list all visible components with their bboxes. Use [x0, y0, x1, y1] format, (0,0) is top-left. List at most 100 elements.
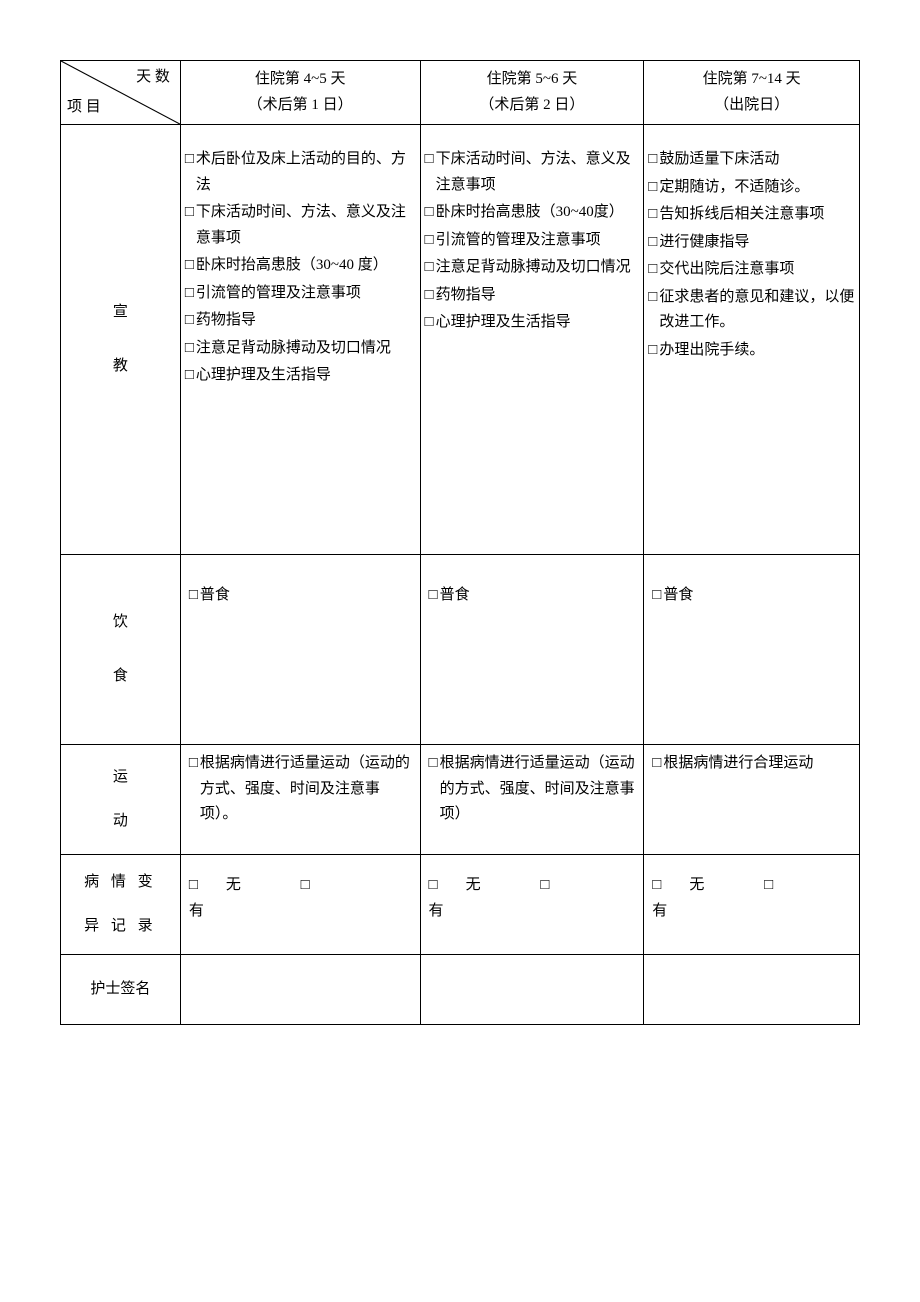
- checkbox-icon: □: [425, 255, 434, 281]
- check-text: 定期随访，不适随诊。: [659, 175, 855, 201]
- checkbox-icon: □: [189, 583, 198, 609]
- label-part: 动: [113, 809, 128, 835]
- check-item: □心理护理及生活指导: [425, 310, 640, 336]
- check-text: 药物指导: [196, 308, 416, 334]
- check-text: 药物指导: [436, 283, 640, 309]
- option-text: 有: [429, 903, 444, 919]
- day-title: 住院第 5~6 天: [429, 67, 636, 93]
- variance-day2: □无 □ 有: [420, 855, 644, 955]
- check-text: 引流管的管理及注意事项: [436, 228, 640, 254]
- exercise-day3: □根据病情进行合理运动: [644, 745, 860, 855]
- checkbox-icon: □: [429, 751, 438, 777]
- variance-day1: □无 □ 有: [180, 855, 420, 955]
- row-education: 宣 教 □术后卧位及床上活动的目的、方法 □下床活动时间、方法、意义及注意事项 …: [61, 125, 860, 555]
- check-text: 鼓励适量下床活动: [659, 147, 855, 173]
- day-sub: （出院日）: [652, 93, 851, 119]
- label-part: 宣: [113, 300, 128, 326]
- variance-day3: □无 □ 有: [644, 855, 860, 955]
- checkbox-icon: □: [185, 281, 194, 307]
- check-item: □卧床时抬高患肢（30~40 度）: [185, 253, 416, 279]
- check-item: □下床活动时间、方法、意义及注意事项: [185, 200, 416, 251]
- check-item: □药物指导: [185, 308, 416, 334]
- check-item: □交代出院后注意事项: [648, 257, 855, 283]
- checkbox-icon: □: [185, 336, 194, 362]
- check-item: □普食: [429, 583, 636, 609]
- exercise-day1: □根据病情进行适量运动（运动的方式、强度、时间及注意事项）。: [180, 745, 420, 855]
- checkbox-icon: □: [185, 308, 194, 334]
- check-item: □药物指导: [425, 283, 640, 309]
- row-variance: 病 情 变 异 记 录 □无 □ 有 □无 □有 □无 □有: [61, 855, 860, 955]
- check-item: □注意足背动脉搏动及切口情况: [425, 255, 640, 281]
- checkbox-icon: □: [648, 257, 657, 283]
- checkbox-icon: □: [648, 230, 657, 256]
- signature-day3: [644, 955, 860, 1025]
- option-text: 有: [652, 903, 667, 919]
- option-none: □无: [429, 877, 509, 893]
- row-label-education: 宣 教: [61, 125, 181, 555]
- checkbox-icon: □: [648, 285, 657, 311]
- checkbox-icon: □: [301, 877, 310, 893]
- check-item: □定期随访，不适随诊。: [648, 175, 855, 201]
- check-text: 注意足背动脉搏动及切口情况: [196, 336, 416, 362]
- checkbox-icon: □: [185, 363, 194, 389]
- checkbox-icon: □: [648, 202, 657, 228]
- checkbox-icon: □: [185, 200, 194, 226]
- check-text: 办理出院手续。: [659, 338, 855, 364]
- label-part: 运: [113, 765, 128, 791]
- check-item: □普食: [652, 583, 851, 609]
- option-none: □无: [652, 877, 732, 893]
- option-text: 无: [466, 877, 481, 893]
- check-item: □根据病情进行适量运动（运动的方式、强度、时间及注意事项）: [429, 751, 636, 828]
- checkbox-icon: □: [652, 583, 661, 609]
- day-sub: （术后第 2 日）: [429, 93, 636, 119]
- checkbox-icon: □: [425, 310, 434, 336]
- check-text: 卧床时抬高患肢（30~40 度）: [196, 253, 416, 279]
- checkbox-icon: □: [189, 751, 198, 777]
- signature-day2: [420, 955, 644, 1025]
- label-part: 饮: [113, 610, 128, 636]
- checkbox-icon: □: [429, 877, 438, 893]
- check-text: 普食: [200, 583, 412, 609]
- checkbox-icon: □: [425, 228, 434, 254]
- corner-bottom-label: 项 目: [67, 95, 101, 121]
- row-signature: 护士签名: [61, 955, 860, 1025]
- check-item: □术后卧位及床上活动的目的、方法: [185, 147, 416, 198]
- label-part: 食: [113, 664, 128, 690]
- header-row: 天 数 项 目 住院第 4~5 天 （术后第 1 日） 住院第 5~6 天 （术…: [61, 61, 860, 125]
- diet-day1: □普食: [180, 555, 420, 745]
- checkbox-icon: □: [652, 877, 661, 893]
- row-label-signature: 护士签名: [61, 955, 181, 1025]
- education-day3: □鼓励适量下床活动 □定期随访，不适随诊。 □告知拆线后相关注意事项 □进行健康…: [644, 125, 860, 555]
- signature-label: 护士签名: [90, 981, 150, 997]
- check-text: 进行健康指导: [659, 230, 855, 256]
- check-item: □根据病情进行适量运动（运动的方式、强度、时间及注意事项）。: [189, 751, 412, 828]
- label-part: 病 情 变: [84, 870, 157, 896]
- option-text: 无: [689, 877, 704, 893]
- day-title: 住院第 4~5 天: [189, 67, 412, 93]
- education-day1: □术后卧位及床上活动的目的、方法 □下床活动时间、方法、意义及注意事项 □卧床时…: [180, 125, 420, 555]
- check-text: 征求患者的意见和建议，以便改进工作。: [659, 285, 855, 336]
- check-text: 下床活动时间、方法、意义及注意事项: [196, 200, 416, 251]
- day-header-2: 住院第 5~6 天 （术后第 2 日）: [420, 61, 644, 125]
- check-item: □征求患者的意见和建议，以便改进工作。: [648, 285, 855, 336]
- option-none: □无: [189, 877, 269, 893]
- checkbox-icon: □: [189, 877, 198, 893]
- check-text: 注意足背动脉搏动及切口情况: [436, 255, 640, 281]
- checkbox-icon: □: [648, 175, 657, 201]
- checkbox-icon: □: [425, 147, 434, 173]
- check-text: 下床活动时间、方法、意义及注意事项: [436, 147, 640, 198]
- check-item: □注意足背动脉搏动及切口情况: [185, 336, 416, 362]
- checkbox-icon: □: [648, 338, 657, 364]
- exercise-day2: □根据病情进行适量运动（运动的方式、强度、时间及注意事项）: [420, 745, 644, 855]
- checkbox-icon: □: [652, 751, 661, 777]
- row-diet: 饮 食 □普食 □普食 □普食: [61, 555, 860, 745]
- row-label-variance: 病 情 变 异 记 录: [61, 855, 181, 955]
- check-item: □心理护理及生活指导: [185, 363, 416, 389]
- day-header-3: 住院第 7~14 天 （出院日）: [644, 61, 860, 125]
- check-item: □普食: [189, 583, 412, 609]
- checkbox-icon: □: [185, 147, 194, 173]
- check-item: □卧床时抬高患肢（30~40度）: [425, 200, 640, 226]
- option-text: 有: [189, 903, 204, 919]
- checkbox-icon: □: [648, 147, 657, 173]
- corner-top-label: 天 数: [136, 65, 170, 91]
